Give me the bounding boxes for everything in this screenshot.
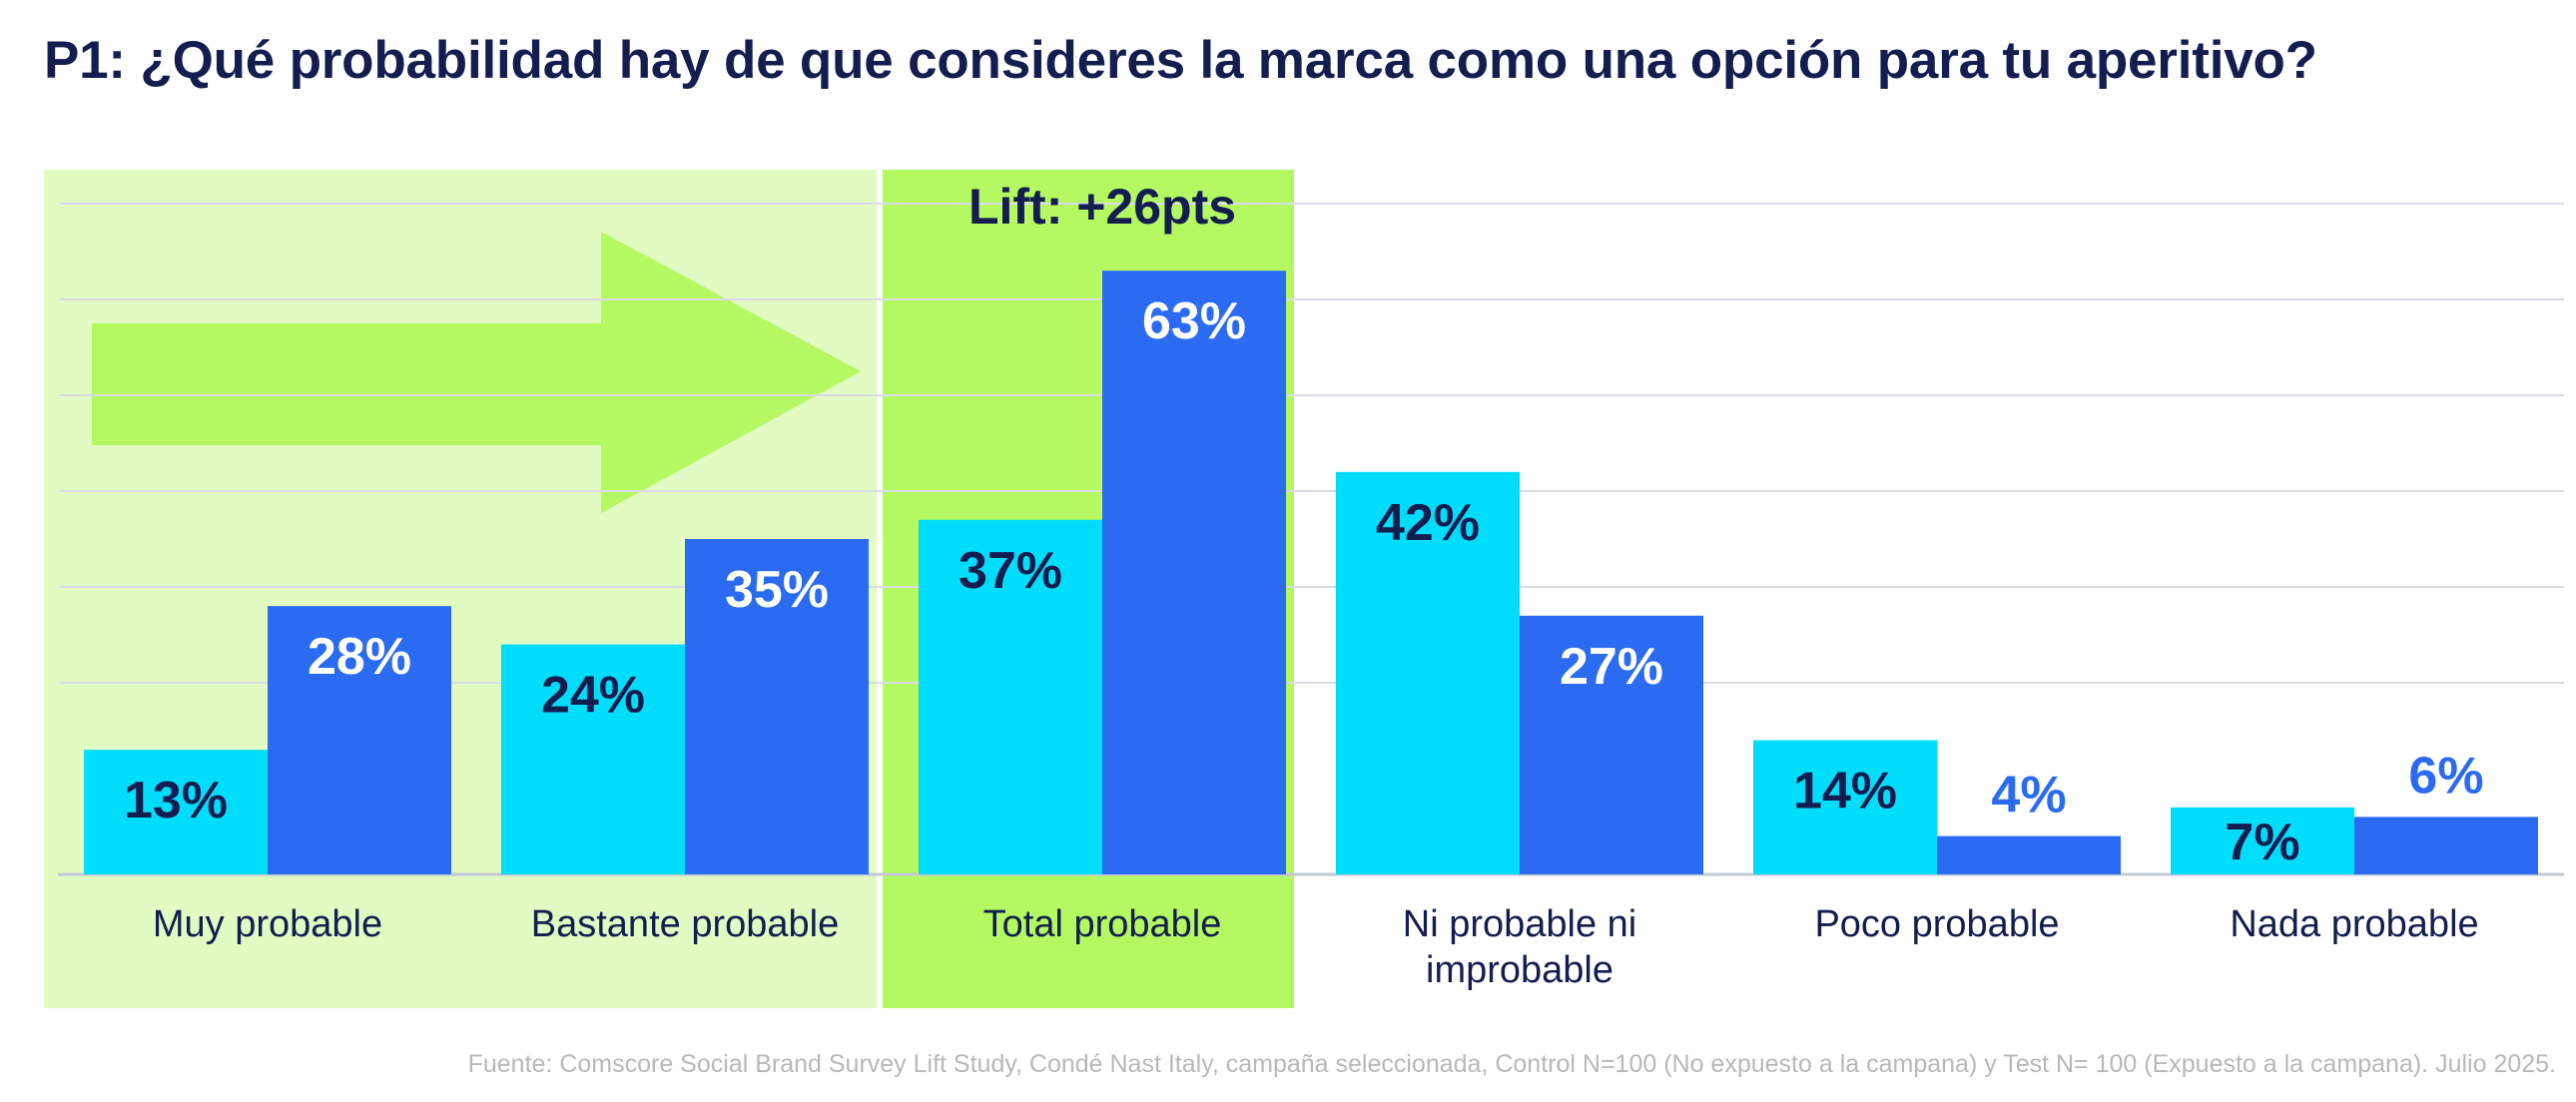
- source-footnote: Fuente: Comscore Social Brand Survey Lif…: [467, 1050, 2556, 1078]
- chart-title: P1: ¿Qué probabilidad hay de que conside…: [44, 31, 2317, 90]
- arrow-graphic: [92, 232, 861, 513]
- data-label-test: 4%: [1991, 767, 2066, 825]
- bar-control: [84, 750, 268, 874]
- bar-control: [2171, 807, 2354, 874]
- data-label-test: 35%: [725, 561, 829, 619]
- category-label: Total probable: [983, 903, 1222, 945]
- category-label: Ni probable ni: [1403, 903, 1636, 945]
- data-label-control: 13%: [124, 772, 228, 829]
- bar-test: [1937, 835, 2121, 874]
- bar-test: [1102, 271, 1286, 874]
- bar-control: [1336, 471, 1520, 874]
- bar-test: [2354, 817, 2538, 874]
- category-label: improbable: [1426, 949, 1613, 991]
- lift-annotation: Lift: +26pts: [968, 179, 1236, 235]
- category-label: Poco probable: [1814, 903, 2059, 945]
- category-label: Nada probable: [2230, 903, 2478, 945]
- data-label-test: 63%: [1142, 292, 1246, 350]
- category-label: Bastante probable: [531, 903, 839, 945]
- data-label-test: 27%: [1560, 638, 1663, 696]
- bar-control: [919, 519, 1102, 874]
- data-label-control: 7%: [2225, 814, 2299, 871]
- bar-test: [1520, 615, 1703, 874]
- data-label-test: 28%: [308, 628, 411, 686]
- bar-test: [268, 606, 451, 874]
- data-label-control: 42%: [1376, 494, 1480, 552]
- data-label-control: 24%: [541, 667, 645, 725]
- bar-test: [685, 539, 869, 874]
- bar-control: [501, 644, 685, 874]
- category-label: Muy probable: [153, 903, 382, 945]
- data-label-control: 37%: [959, 542, 1062, 600]
- data-label-control: 14%: [1793, 763, 1897, 821]
- data-label-test: 6%: [2408, 747, 2483, 805]
- bar-control: [1753, 740, 1937, 874]
